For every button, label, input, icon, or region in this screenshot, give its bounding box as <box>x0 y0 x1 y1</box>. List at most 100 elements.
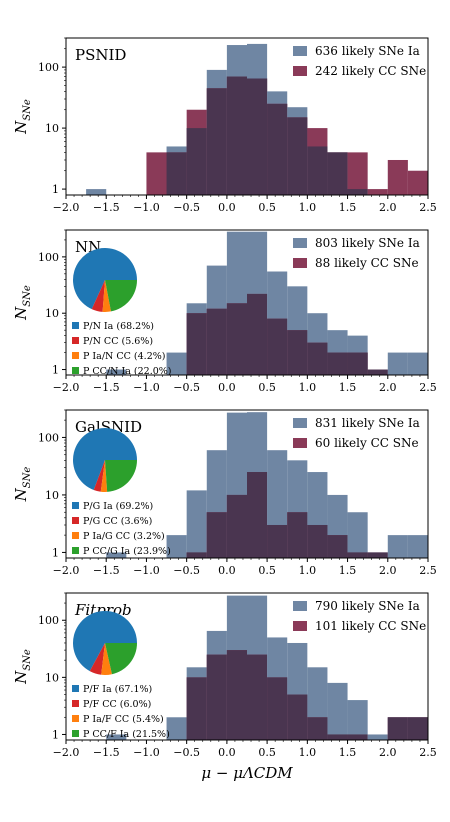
pie-slice <box>72 248 137 310</box>
x-tick-label: 2.0 <box>379 201 397 214</box>
y-axis-label: NSNe <box>12 649 33 685</box>
bar-ia <box>106 552 127 558</box>
legend-entry: 242 likely CC SNe <box>315 64 426 78</box>
bar-ia <box>327 682 348 740</box>
y-axis-label: NSNe <box>12 99 33 135</box>
x-axis-label: μ − μΛCDM <box>201 764 293 782</box>
bar-ia <box>166 352 187 375</box>
bar-cc <box>387 159 408 195</box>
pie-legend-entry: P CC/N Ia (22.0%) <box>83 366 172 377</box>
bar-overlap <box>247 654 268 740</box>
bar-ia <box>166 535 187 558</box>
x-tick-label: 2.5 <box>419 564 437 577</box>
y-tick-label: 1 <box>52 546 59 559</box>
y-axis-label-sub: SNe <box>22 285 33 307</box>
x-tick-label: −2.0 <box>53 201 80 214</box>
bar-overlap <box>287 694 308 740</box>
bar-ia <box>347 700 368 740</box>
y-tick-label: 100 <box>38 614 59 627</box>
bar-overlap <box>387 717 408 740</box>
bar-overlap <box>307 524 328 558</box>
x-tick-label: 1.5 <box>339 564 357 577</box>
pie-slice <box>100 460 108 492</box>
x-tick-label: −1.5 <box>93 201 120 214</box>
pie-legend-entry: P Ia/N CC (4.2%) <box>83 351 165 362</box>
legend-swatch <box>293 258 307 268</box>
bar-overlap <box>247 472 268 558</box>
x-tick-label: −0.5 <box>173 564 200 577</box>
x-tick-label: −1.0 <box>133 746 160 759</box>
x-tick-label: 2.0 <box>379 381 397 394</box>
pie-slice <box>93 460 105 492</box>
panel-1: −2.0 −1.5 −1.0 −0.5 0.0 0.5 1.0 1.5 2.0 2.5 1 10 100… <box>12 37 437 214</box>
y-tick-label: 10 <box>45 122 59 135</box>
bar-ia <box>186 490 207 558</box>
y-tick-label: 1 <box>52 728 59 741</box>
x-tick-label: 0.5 <box>258 746 276 759</box>
pie-legend-swatch <box>72 322 79 329</box>
bar-overlap <box>367 369 388 375</box>
legend-entry: 831 likely SNe Ia <box>315 416 420 430</box>
x-tick-label: 0.5 <box>258 201 276 214</box>
bar-overlap <box>186 677 207 740</box>
x-tick-label: 0.0 <box>218 746 236 759</box>
pie-legend-swatch <box>72 547 79 554</box>
bar-overlap <box>347 352 368 375</box>
x-tick-label: 0.0 <box>218 564 236 577</box>
x-tick-label: 1.5 <box>339 201 357 214</box>
y-tick-label: 10 <box>45 671 59 684</box>
bar-overlap <box>206 88 227 195</box>
y-axis-label: NSNe <box>12 285 33 321</box>
pie-legend-swatch <box>72 532 79 539</box>
legend-swatch <box>293 238 307 248</box>
pie-legend-swatch <box>72 715 79 722</box>
bar-overlap <box>267 103 288 195</box>
legend-swatch <box>293 46 307 56</box>
panel-title: PSNID <box>75 46 126 64</box>
bar-overlap <box>307 146 328 195</box>
pie-slice <box>102 280 111 312</box>
y-tick-label: 100 <box>38 61 59 74</box>
bar-ia <box>106 734 127 740</box>
y-tick-label: 10 <box>45 307 59 320</box>
legend-entry: 101 likely CC SNe <box>315 619 426 633</box>
bars <box>106 595 428 740</box>
x-tick-label: 0.0 <box>218 201 236 214</box>
bar-overlap <box>367 552 388 558</box>
x-tick-label: 1.0 <box>299 564 317 577</box>
pie-legend-swatch <box>72 730 79 737</box>
y-axis-label-sub: SNe <box>22 649 33 671</box>
bar-overlap <box>186 128 207 195</box>
pie-legend-entry: P/G Ia (69.2%) <box>83 501 153 512</box>
x-tick-label: 1.0 <box>299 381 317 394</box>
x-tick-label: 1.5 <box>339 381 357 394</box>
y-tick-label: 100 <box>38 431 59 444</box>
pie-slice <box>91 280 105 312</box>
pie-legend-swatch <box>72 337 79 344</box>
x-tick-label: 0.5 <box>258 381 276 394</box>
legend-entry: 790 likely SNe Ia <box>315 599 420 613</box>
bar-overlap <box>247 293 268 375</box>
x-tick-label: −2.0 <box>53 746 80 759</box>
axes-frame <box>65 37 429 196</box>
bars <box>106 231 428 375</box>
x-tick-label: 2.5 <box>419 201 437 214</box>
y-tick-label: 1 <box>52 183 59 196</box>
bar-overlap <box>166 152 187 195</box>
legend-swatch <box>293 601 307 611</box>
pie-legend-swatch <box>72 352 79 359</box>
panel-4: −2.0 −1.5 −1.0 −0.5 0.0 0.5 1.0 1.5 2.0 2.5 1 10 100… <box>12 592 437 759</box>
legend-swatch <box>293 438 307 448</box>
pie-legend-entry: P/F Ia (67.1%) <box>83 684 152 695</box>
pie-legend-entry: P/G CC (3.6%) <box>83 516 152 527</box>
pie-slice <box>105 460 137 492</box>
bars <box>106 412 428 558</box>
x-tick-label: −2.0 <box>53 564 80 577</box>
legend-swatch <box>293 418 307 428</box>
bar-overlap <box>287 512 308 558</box>
bar-ia <box>387 535 408 558</box>
pie-legend-entry: P/F CC (6.0%) <box>83 699 151 710</box>
bar-cc <box>347 152 368 195</box>
pie-legend-entry: P CC/G Ia (23.9%) <box>83 546 171 557</box>
